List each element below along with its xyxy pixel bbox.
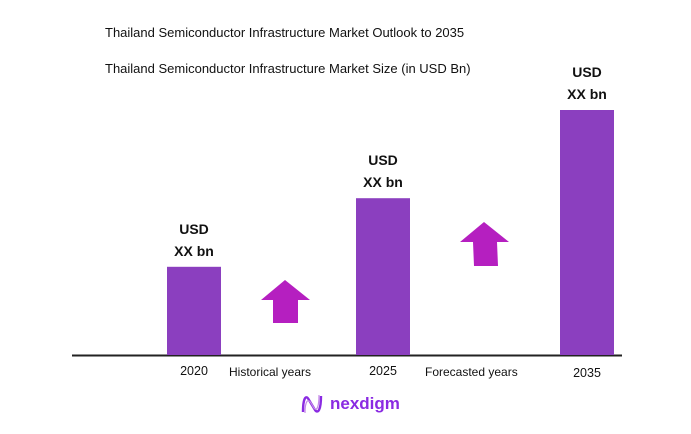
annotation-historical: Historical years bbox=[229, 365, 312, 379]
data-label-line: USD bbox=[572, 64, 602, 80]
up-arrow-icon bbox=[460, 222, 509, 266]
data-label-line: USD bbox=[368, 152, 398, 169]
data-label: USD XX bn bbox=[547, 61, 627, 105]
data-label-line: USD bbox=[179, 220, 209, 237]
chart-subtitle: Thailand Semiconductor Infrastructure Ma… bbox=[105, 61, 471, 76]
logo-text: nexdigm bbox=[330, 394, 400, 413]
nexdigm-logo: nexdigm bbox=[300, 392, 400, 416]
logo-icon bbox=[301, 394, 323, 414]
data-label-line: XX bn bbox=[174, 242, 214, 259]
bar-2035 bbox=[560, 110, 614, 355]
up-arrow-icon bbox=[261, 280, 310, 323]
annotation-forecasted: Forecasted years bbox=[425, 365, 518, 379]
x-tick-label: 2035 bbox=[573, 366, 601, 380]
data-label-line: XX bn bbox=[567, 86, 607, 102]
data-label: USD XX bn bbox=[154, 218, 234, 262]
bar-2020 bbox=[167, 266, 221, 355]
x-tick-label: 2020 bbox=[180, 364, 208, 378]
bar-2025 bbox=[356, 198, 410, 355]
data-label: USD XX bn bbox=[343, 149, 423, 193]
chart-title: Thailand Semiconductor Infrastructure Ma… bbox=[105, 25, 465, 40]
data-label-line: XX bn bbox=[363, 174, 403, 191]
x-tick-label: 2025 bbox=[369, 364, 397, 378]
